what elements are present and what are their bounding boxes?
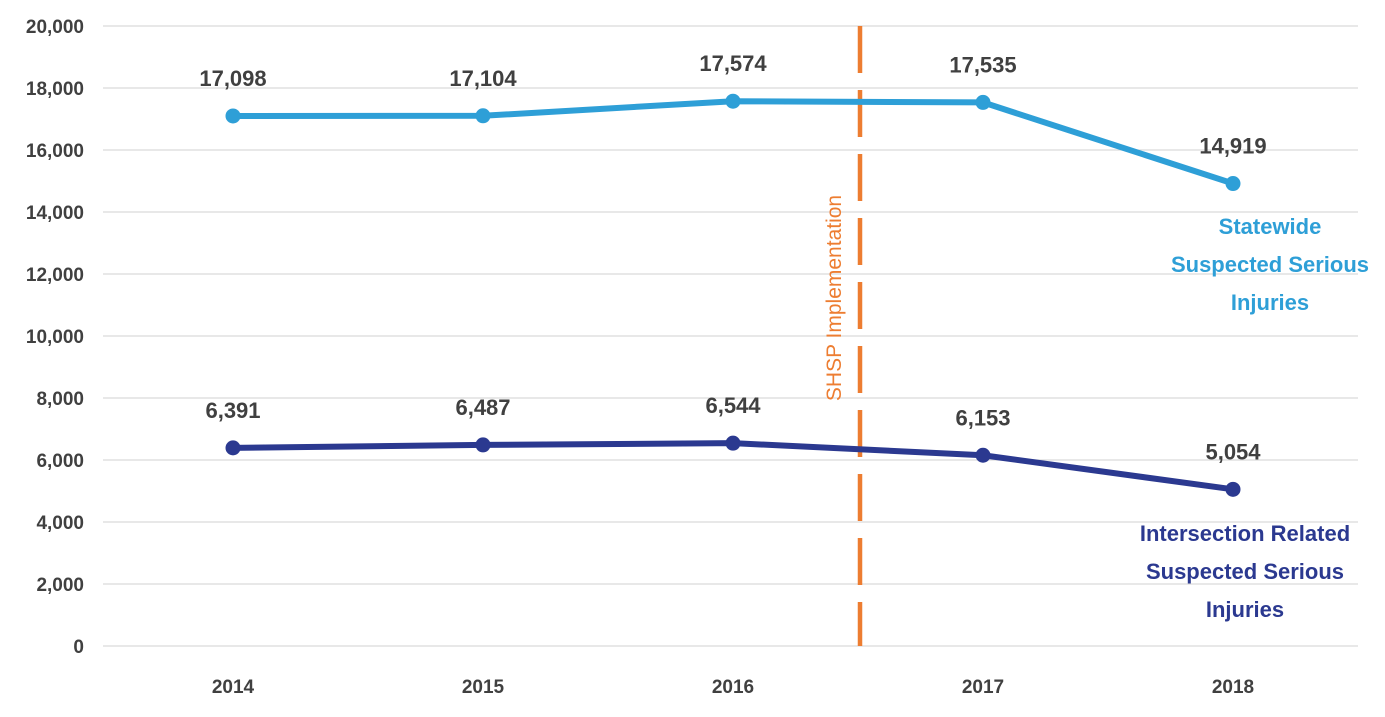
y-tick-label: 2,000: [36, 575, 84, 596]
gridlines: [103, 25, 1358, 647]
annotations: SHSP Implementation: [823, 26, 863, 646]
statewide-data-label: 17,104: [449, 66, 517, 91]
y-tick-label: 6,000: [36, 451, 84, 472]
y-tick-label: 16,000: [26, 141, 84, 162]
intersection-data-label: 6,153: [955, 405, 1010, 430]
statewide-series-line: [230, 98, 1236, 187]
y-tick-label: 18,000: [26, 79, 84, 100]
intersection-data-label: 6,487: [455, 395, 510, 420]
y-tick-label: 12,000: [26, 265, 84, 286]
intersection-series-name: Intersection Related: [1140, 521, 1350, 546]
statewide-series-name: Suspected Serious: [1171, 252, 1369, 277]
statewide-data-label: 14,919: [1199, 134, 1266, 159]
intersection-point: [1225, 481, 1241, 497]
intersection-data-label: 6,391: [205, 398, 260, 423]
statewide-point: [975, 94, 991, 110]
intersection-point: [225, 440, 241, 456]
x-tick-label: 2015: [462, 677, 505, 698]
data-labels: 17,098 17,104 17,574 17,535 14,919 6,391 6,487…: [199, 51, 1266, 464]
statewide-point: [225, 108, 241, 124]
statewide-series-name: Injuries: [1231, 290, 1309, 315]
statewide-data-label: 17,535: [949, 52, 1016, 77]
y-tick-label: 10,000: [26, 327, 84, 348]
intersection-point: [725, 435, 741, 451]
series-names: Statewide Suspected Serious Injuries Inters…: [1140, 214, 1369, 622]
y-tick-label: 14,000: [26, 203, 84, 224]
statewide-data-label: 17,574: [699, 51, 767, 76]
x-tick-label: 2017: [962, 677, 1004, 698]
y-axis-tick-labels: 0 2,000 4,000 6,000 8,000 10,000 12,000 14,000 1…: [26, 17, 84, 658]
statewide-point: [725, 93, 741, 109]
x-tick-label: 2014: [212, 677, 255, 698]
x-axis-tick-labels: 2014 2015 2016 2017 2018: [212, 677, 1254, 698]
x-tick-label: 2018: [1212, 677, 1254, 698]
intersection-data-label: 5,054: [1205, 439, 1261, 464]
statewide-point: [1225, 176, 1241, 192]
shsp-implementation-label: SHSP Implementation: [823, 195, 846, 401]
statewide-data-label: 17,098: [199, 66, 266, 91]
y-tick-label: 8,000: [36, 389, 84, 410]
y-tick-label: 0: [73, 637, 84, 658]
y-tick-label: 4,000: [36, 513, 84, 534]
statewide-point: [475, 108, 491, 124]
intersection-point: [975, 447, 991, 463]
statewide-series-name: Statewide: [1219, 214, 1322, 239]
intersection-point: [475, 437, 491, 453]
intersection-series-name: Suspected Serious: [1146, 559, 1344, 584]
x-tick-label: 2016: [712, 677, 754, 698]
series: [225, 93, 1241, 497]
intersection-series-name: Injuries: [1206, 597, 1284, 622]
intersection-data-label: 6,544: [705, 393, 761, 418]
y-tick-label: 20,000: [26, 17, 84, 38]
